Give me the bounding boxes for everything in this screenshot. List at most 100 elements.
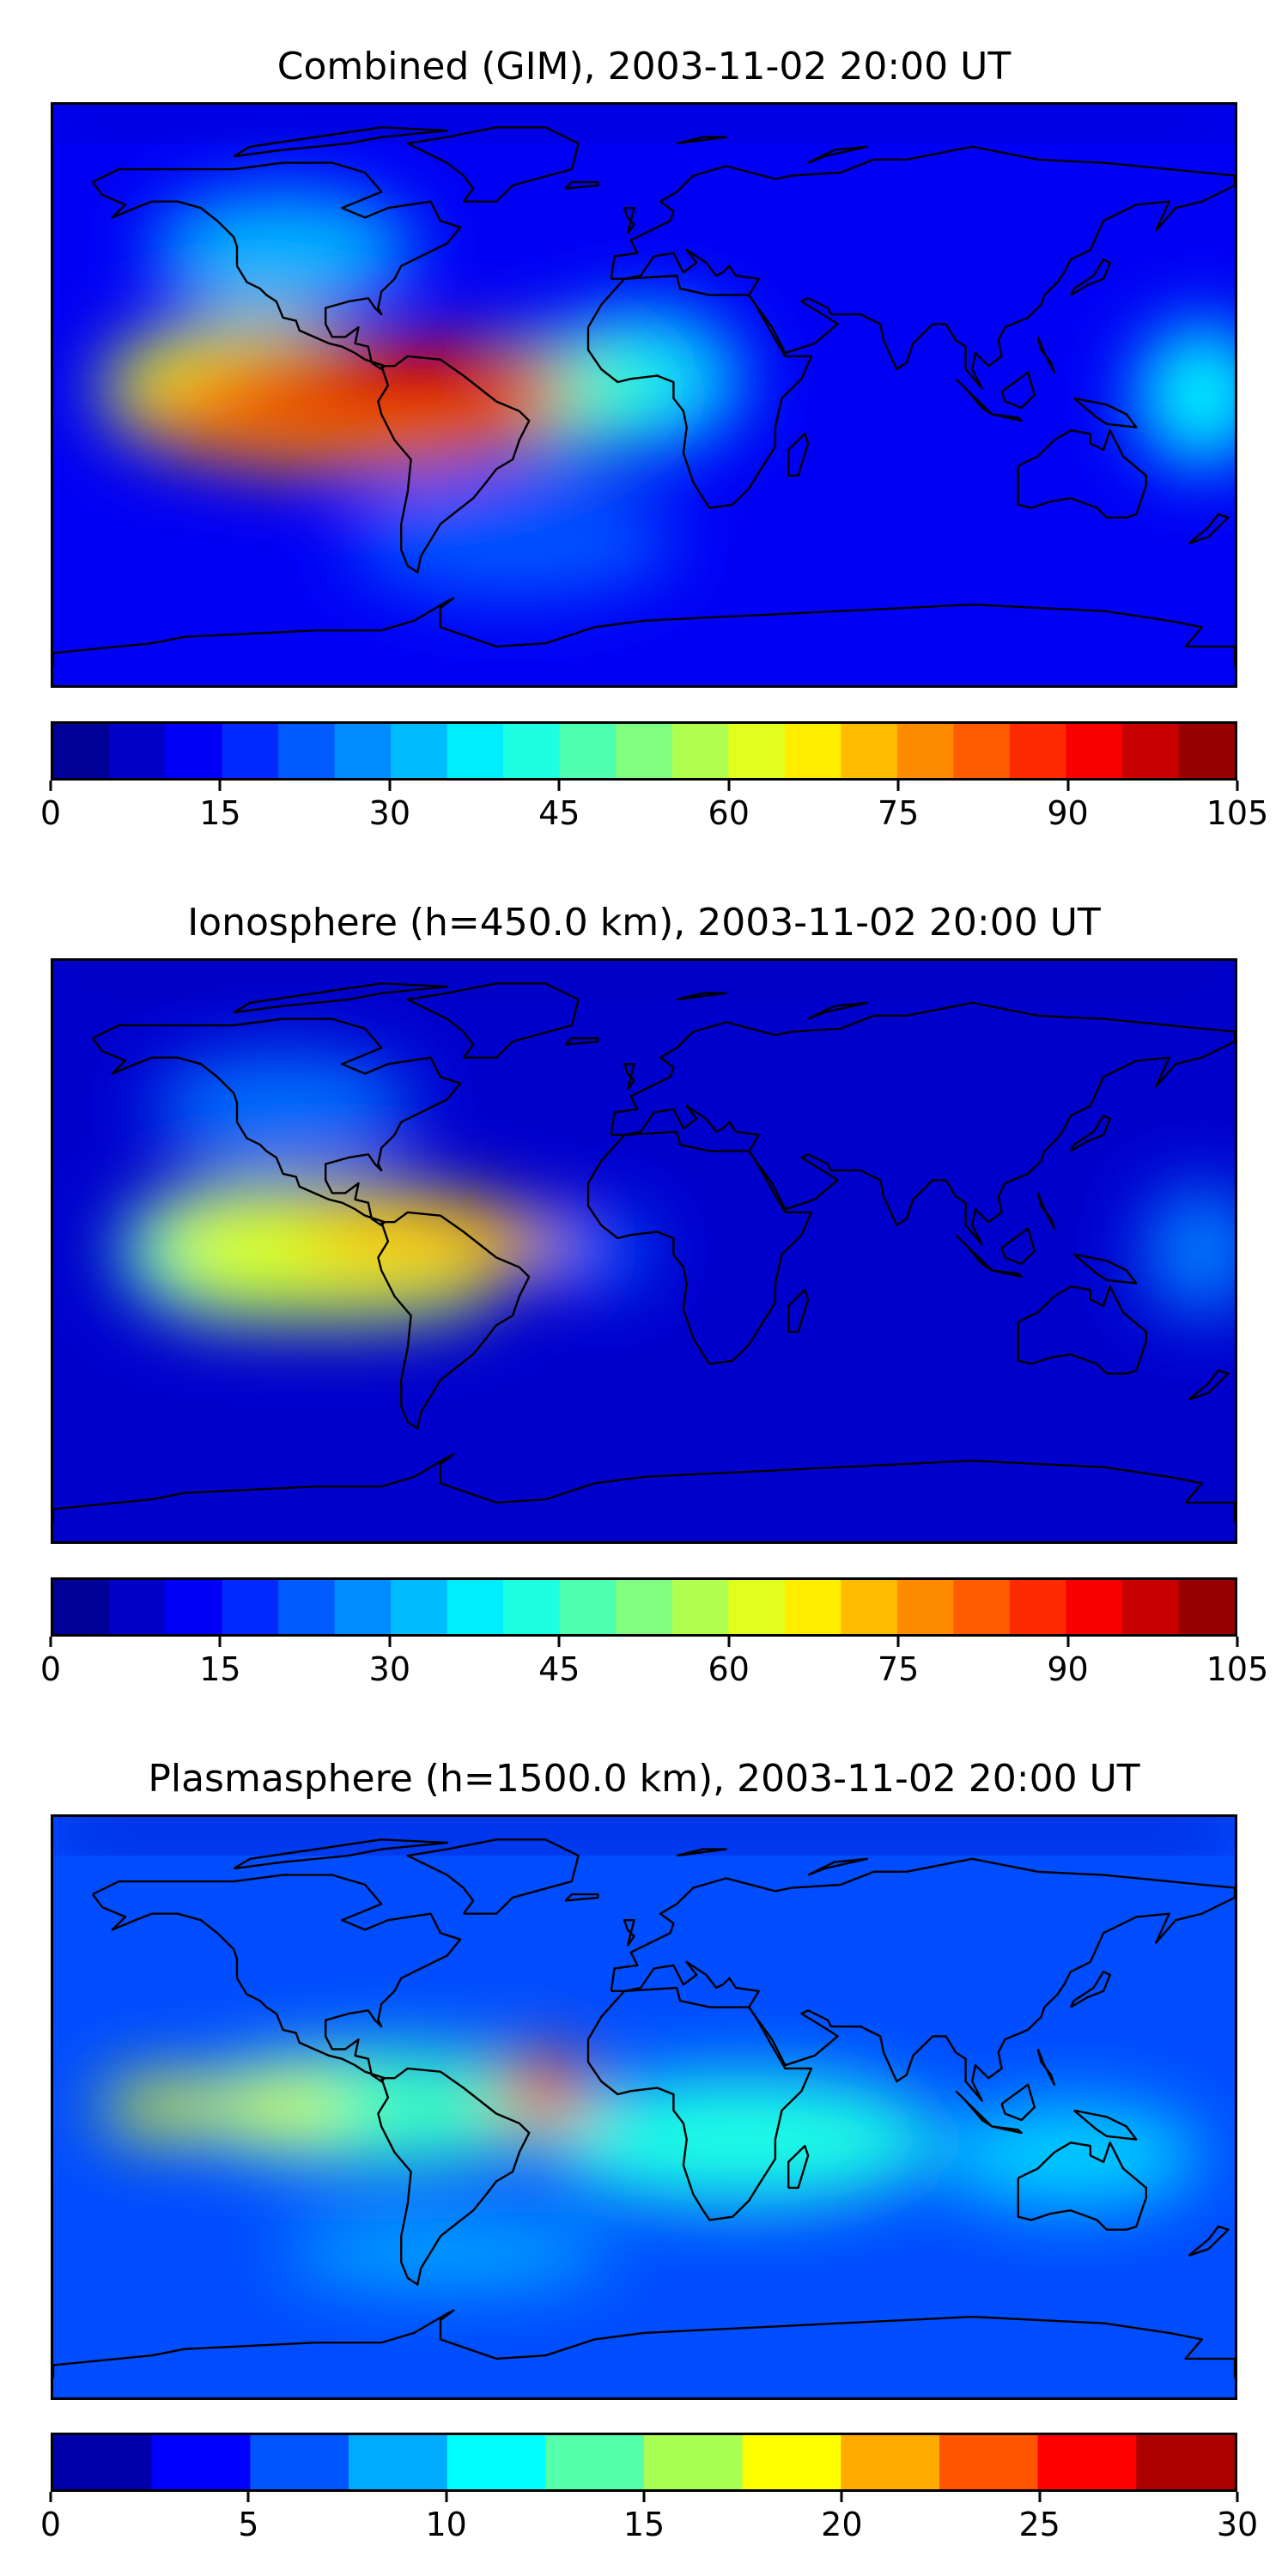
colorbar-segment xyxy=(391,1580,448,1634)
tec-map xyxy=(51,102,1237,688)
colorbar-segment xyxy=(896,724,954,778)
coastline xyxy=(991,1269,1023,1279)
coastline xyxy=(787,2144,810,2190)
coastline xyxy=(586,274,813,509)
colorbar-segment xyxy=(728,724,786,778)
colorbar-segment xyxy=(841,1580,898,1634)
colorbar-tick-label: 105 xyxy=(1206,794,1269,832)
colorbar-segment xyxy=(278,724,336,778)
colorbar-segment xyxy=(841,2435,940,2489)
coastline xyxy=(1072,2109,1138,2141)
colorbar-segment xyxy=(728,1580,786,1634)
colorbar-ticks: 0 5 10 15 20 25 30 xyxy=(40,2492,1258,2552)
colorbar-tick-label: 75 xyxy=(877,794,920,832)
colorbar-segment xyxy=(939,2435,1039,2489)
colorbar-tick-label: 5 xyxy=(238,2506,259,2543)
colorbar-tick xyxy=(896,781,900,791)
colorbar-tick-label: 25 xyxy=(1018,2506,1060,2543)
coastline xyxy=(955,1234,993,1272)
coastline xyxy=(233,982,448,1014)
coastline xyxy=(91,161,462,371)
colorbar-segment xyxy=(503,1580,561,1634)
colorbar-segment xyxy=(1178,724,1235,778)
coastline xyxy=(1069,1115,1112,1152)
colorbar-ticks: 0 15 30 45 60 75 90 105 xyxy=(40,781,1268,841)
colorbar-tick xyxy=(1236,1637,1239,1647)
coastline xyxy=(623,1062,635,1091)
colorbar-tick xyxy=(1236,2492,1239,2502)
colorbar-segment xyxy=(784,1580,841,1634)
field-feature xyxy=(217,340,579,431)
coastline xyxy=(1017,1285,1148,1375)
coastlines xyxy=(53,1838,1235,2379)
colorbar-tick xyxy=(1038,2492,1042,2502)
coastline xyxy=(1188,1369,1230,1400)
colorbar-tick-label: 105 xyxy=(1206,1650,1269,1688)
colorbar-tick xyxy=(1066,781,1070,791)
coastline xyxy=(807,1001,869,1020)
colorbar-segment xyxy=(166,724,223,778)
colorbar-canvas xyxy=(53,1580,1235,1634)
colorbar-segment xyxy=(616,724,673,778)
coastline xyxy=(1188,513,1230,544)
coastline xyxy=(586,1130,813,1365)
colorbar-tick xyxy=(840,2492,843,2502)
colorbar-segment xyxy=(1066,724,1123,778)
coastline xyxy=(377,1211,531,1430)
map-canvas xyxy=(53,1817,1235,2397)
colorbar-tick xyxy=(49,1637,52,1647)
field-feature xyxy=(535,1212,654,1291)
colorbar-segment xyxy=(222,724,279,778)
colorbar-tick-label: 15 xyxy=(623,2506,665,2543)
colorbar-tick xyxy=(1236,781,1239,791)
colorbar-tick xyxy=(727,1637,731,1647)
colorbar-segment xyxy=(503,724,561,778)
coastline xyxy=(1017,2142,1148,2231)
coastline xyxy=(53,1453,1235,1522)
coastline xyxy=(564,1036,599,1046)
colorbar-segment xyxy=(644,2435,744,2489)
colorbar-segment xyxy=(391,724,448,778)
colorbar-segment xyxy=(896,1580,954,1634)
colorbar-tick xyxy=(727,781,731,791)
colorbar-segment xyxy=(1009,724,1067,778)
colorbar-segment xyxy=(1066,1580,1123,1634)
colorbar-tick-label: 15 xyxy=(199,1650,241,1688)
colorbar-segment xyxy=(671,724,729,778)
colorbar-segment xyxy=(559,724,617,778)
colorbar-segment xyxy=(841,724,898,778)
coastline xyxy=(1036,1192,1056,1230)
map-title: Combined (GIM), 2003-11-02 20:00 UT xyxy=(276,45,1012,88)
coastline xyxy=(676,136,727,145)
colorbar-segment xyxy=(1037,2435,1137,2489)
colorbar-segment xyxy=(742,2435,841,2489)
coastline xyxy=(1072,1253,1138,1285)
colorbar-segment xyxy=(53,2435,153,2489)
coastline xyxy=(676,1848,727,1857)
colorbar-segment xyxy=(222,1580,279,1634)
coastline xyxy=(623,1918,635,1947)
tec-map xyxy=(51,1814,1237,2400)
map-title: Plasmasphere (h=1500.0 km), 2003-11-02 2… xyxy=(148,1757,1140,1801)
field-feature xyxy=(348,482,677,598)
field-feature xyxy=(151,191,415,308)
colorbar-tick-label: 30 xyxy=(368,794,411,832)
coastline xyxy=(1000,1227,1036,1266)
colorbar-tick xyxy=(557,781,561,791)
colorbar-tick xyxy=(218,1637,222,1647)
colorbar-tick-label: 0 xyxy=(39,2506,62,2543)
coastline xyxy=(586,1986,813,2221)
colorbar-tick-label: 45 xyxy=(538,794,580,832)
field-feature xyxy=(299,1202,562,1280)
coastline xyxy=(610,1001,1235,1246)
field-feature xyxy=(545,2075,939,2204)
colorbar-tick-label: 90 xyxy=(1047,794,1089,832)
coastline xyxy=(787,1288,810,1334)
colorbar-tick xyxy=(246,2492,250,2502)
map-canvas xyxy=(53,961,1235,1541)
colorbar-tick xyxy=(218,781,222,791)
coastline xyxy=(955,378,993,416)
coastline xyxy=(233,126,448,158)
colorbar xyxy=(51,721,1237,781)
tec-map xyxy=(51,958,1237,1544)
